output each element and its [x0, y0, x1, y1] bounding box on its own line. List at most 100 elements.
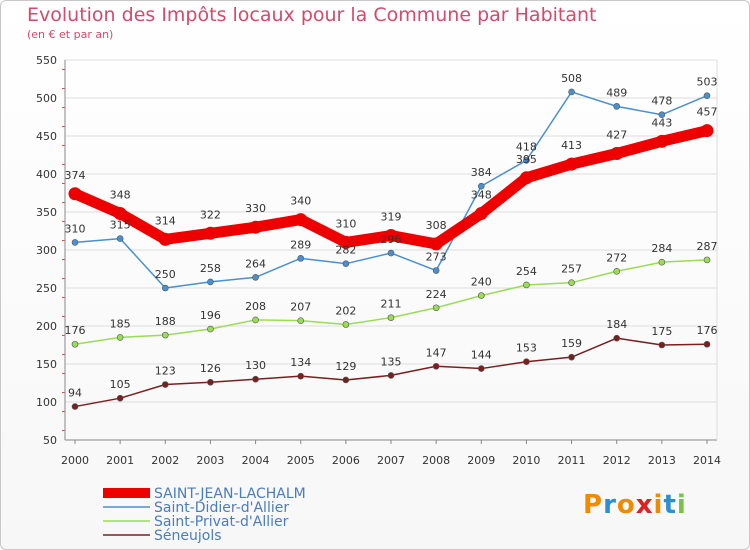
legend-label: SAINT-JEAN-LACHALM [154, 486, 306, 502]
data-point [297, 255, 305, 262]
data-label: 384 [471, 166, 492, 179]
proxiti-logo-letter: r [603, 490, 617, 520]
data-point [116, 394, 124, 402]
data-point [613, 267, 621, 275]
data-label: 395 [516, 153, 537, 166]
data-point [432, 304, 440, 312]
data-label: 240 [471, 276, 492, 289]
proxiti-logo-letter: P [583, 490, 604, 520]
data-label: 144 [471, 349, 492, 362]
x-tick-label: 2012 [603, 454, 631, 467]
data-point [249, 220, 263, 234]
data-point [161, 284, 169, 292]
data-label: 176 [697, 324, 718, 337]
data-label: 508 [561, 72, 582, 85]
data-label: 135 [381, 355, 402, 368]
data-point [71, 239, 79, 246]
data-label: 413 [561, 139, 582, 152]
y-tick-label: 550 [36, 54, 57, 67]
data-label: 310 [335, 217, 356, 230]
data-point [523, 157, 530, 164]
proxiti-logo: Proxiti [583, 490, 687, 520]
data-point [203, 226, 217, 240]
data-point [568, 88, 575, 96]
data-point [658, 258, 666, 266]
legend-label: Saint-Privat-d'Allier [154, 514, 289, 530]
y-tick-label: 100 [36, 396, 57, 409]
data-label: 207 [290, 301, 311, 314]
data-point [700, 124, 714, 138]
data-label: 159 [561, 337, 582, 350]
data-label: 374 [65, 169, 86, 182]
data-label: 258 [200, 262, 221, 275]
data-point [68, 187, 82, 201]
data-label: 315 [110, 219, 131, 232]
data-label: 287 [697, 240, 718, 253]
data-point [523, 281, 530, 289]
data-point [161, 331, 169, 339]
data-label: 319 [381, 211, 402, 224]
data-label: 202 [335, 304, 356, 317]
data-label: 176 [65, 324, 86, 337]
data-point [252, 274, 259, 281]
data-point [432, 267, 440, 274]
proxiti-logo-letter: t [663, 490, 677, 520]
data-label: 94 [68, 387, 82, 400]
data-label: 208 [245, 300, 266, 313]
data-point [116, 334, 124, 341]
y-tick-label: 450 [36, 130, 57, 143]
data-point [297, 372, 305, 380]
data-label: 188 [155, 315, 176, 328]
y-tick-label: 500 [36, 92, 57, 105]
data-label: 443 [651, 116, 672, 129]
data-label: 348 [471, 189, 492, 202]
data-label: 250 [155, 268, 176, 281]
data-label: 489 [606, 86, 627, 99]
data-point [384, 229, 398, 243]
data-label: 340 [290, 195, 311, 208]
y-tick-label: 150 [36, 358, 57, 371]
data-point [71, 340, 79, 348]
data-point [342, 376, 350, 384]
data-point [613, 334, 621, 342]
data-point [339, 235, 353, 249]
data-label: 211 [381, 298, 402, 311]
y-tick-label: 350 [36, 206, 57, 219]
data-point [432, 362, 440, 370]
data-point [116, 235, 124, 242]
legend-label: Séneujols [154, 528, 222, 544]
x-tick-label: 2010 [512, 454, 540, 467]
data-point [387, 314, 395, 321]
data-label: 418 [516, 140, 537, 153]
data-label: 310 [65, 222, 86, 235]
data-point [613, 103, 621, 110]
chart-subtitle: (en € et par an) [27, 28, 114, 41]
data-label: 503 [697, 76, 718, 89]
data-label: 296 [381, 233, 402, 246]
data-point [610, 146, 624, 160]
y-tick-label: 250 [36, 282, 57, 295]
data-label: 272 [606, 251, 627, 264]
data-label: 105 [110, 378, 131, 391]
chart-title: Evolution des Impôts locaux pour la Comm… [27, 4, 597, 26]
data-label: 322 [200, 208, 221, 221]
data-label: 123 [155, 365, 176, 378]
x-tick-label: 2011 [558, 454, 586, 467]
data-point [252, 316, 259, 324]
data-point [294, 213, 308, 227]
data-point [568, 279, 575, 286]
data-label: 273 [426, 251, 447, 264]
data-label: 147 [426, 346, 447, 359]
data-label: 153 [516, 342, 537, 355]
x-tick-label: 2013 [648, 454, 676, 467]
x-tick-label: 2009 [467, 454, 495, 467]
data-point [703, 92, 711, 100]
data-point [71, 403, 79, 410]
proxiti-logo-letter: o [616, 490, 636, 520]
data-label: 282 [335, 244, 356, 257]
data-point [158, 232, 172, 246]
x-tick-label: 2003 [196, 454, 224, 467]
data-point [658, 341, 666, 349]
data-label: 185 [110, 317, 131, 330]
data-label: 478 [651, 95, 672, 108]
